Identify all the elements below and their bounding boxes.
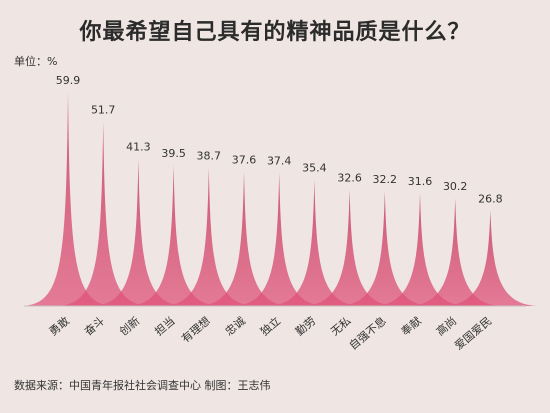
category-label-4: 担当 — [152, 314, 178, 339]
category-label-2: 奋斗 — [81, 314, 107, 339]
category-label-1: 勇敢 — [46, 314, 72, 339]
spike-7 — [233, 172, 326, 306]
spike-13 — [444, 210, 537, 306]
category-label-7: 独立 — [257, 314, 283, 339]
category-label-11: 奉献 — [398, 314, 424, 339]
value-label-12: 30.2 — [443, 180, 468, 193]
spike-1 — [22, 92, 114, 306]
category-label-5: 有理想 — [178, 314, 212, 346]
spike-10 — [338, 190, 431, 306]
unit-label: 单位：% — [14, 55, 58, 68]
spike-8 — [268, 179, 361, 306]
spike-9 — [303, 189, 396, 306]
value-label-5: 38.7 — [197, 150, 222, 163]
value-label-2: 51.7 — [91, 103, 116, 116]
spike-6 — [198, 171, 290, 306]
category-label-6: 忠诚 — [223, 314, 248, 338]
category-label-13: 爱国爱民 — [452, 314, 494, 352]
spike-5 — [162, 167, 255, 306]
value-label-7: 37.4 — [267, 154, 292, 167]
value-label-3: 41.3 — [126, 140, 151, 153]
chart-title: 你最希望自己具有的精神品质是什么？ — [79, 20, 471, 45]
spike-3 — [92, 158, 185, 306]
category-label-9: 无私 — [328, 314, 353, 338]
spike-4 — [127, 164, 220, 306]
source-note: 数据来源：中国青年报社社会调查中心 制图：王志伟 — [14, 379, 271, 392]
value-label-10: 32.2 — [373, 173, 398, 186]
value-label-11: 31.6 — [408, 175, 433, 188]
value-label-4: 39.5 — [161, 147, 186, 160]
category-label-8: 勤劳 — [293, 314, 318, 338]
value-label-6: 37.6 — [232, 154, 257, 167]
spike-12 — [409, 198, 502, 306]
category-label-12: 高尚 — [433, 314, 459, 339]
value-label-9: 32.6 — [337, 172, 362, 185]
value-label-1: 59.9 — [56, 74, 81, 87]
value-label-13: 26.8 — [478, 192, 503, 205]
spike-11 — [374, 193, 466, 306]
category-label-3: 创新 — [116, 314, 142, 339]
spike-2 — [57, 121, 150, 306]
category-label-10: 自强不息 — [346, 314, 389, 353]
value-label-8: 35.4 — [302, 162, 327, 175]
